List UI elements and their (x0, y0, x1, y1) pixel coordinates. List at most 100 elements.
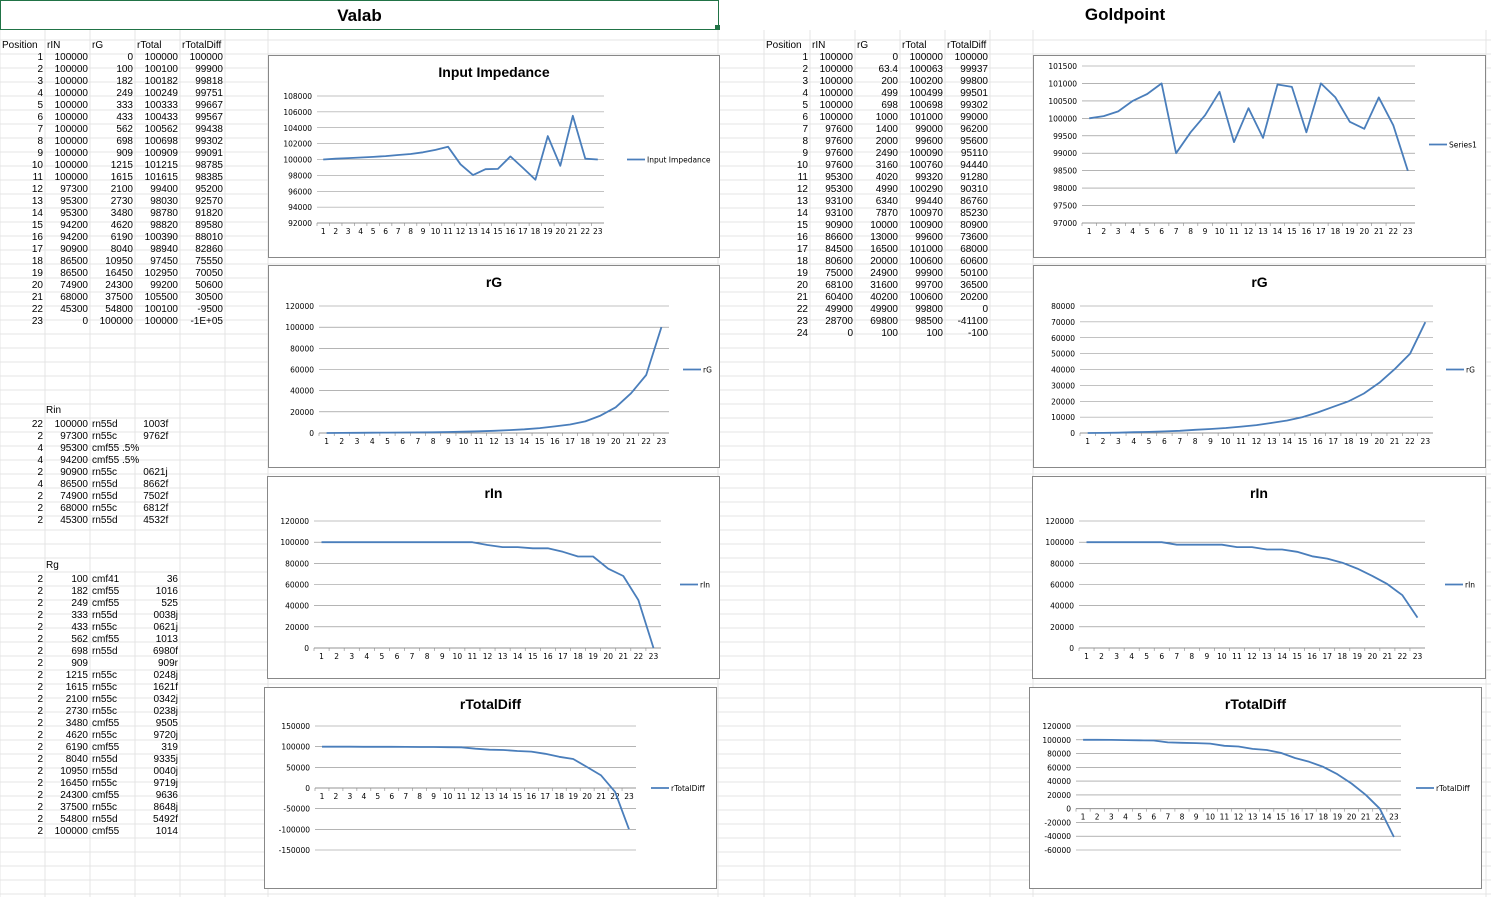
table-cell[interactable]: 8 (37, 136, 43, 147)
table-cell[interactable]: 100000 (819, 112, 853, 123)
table-cell[interactable]: 45300 (60, 515, 88, 526)
table-cell[interactable]: 95600 (960, 136, 988, 147)
table-cell[interactable]: 433 (71, 622, 88, 633)
table-cell[interactable]: 9505 (155, 718, 178, 729)
chart-valab-rin[interactable]: rIn 0 20000 40000 60000 80000 100000 120000 1 2 3 4… (267, 476, 720, 679)
table-cell[interactable]: 86760 (960, 196, 988, 207)
table-cell[interactable]: 100000 (909, 52, 943, 63)
chart-goldpoint-rg[interactable]: rG 0 10000 20000 30000 40000 50000 60000 70000 80… (1033, 265, 1486, 468)
table-cell[interactable]: 100333 (144, 100, 178, 111)
table-cell[interactable]: 10950 (60, 766, 88, 777)
table-cell[interactable]: 100000 (54, 419, 88, 430)
table-cell[interactable]: 100760 (909, 160, 943, 171)
table-cell[interactable]: rn55c (92, 503, 118, 514)
table-cell[interactable]: 2490 (875, 148, 898, 159)
table-cell[interactable]: 499 (881, 88, 898, 99)
table-cell[interactable]: 85230 (960, 208, 988, 219)
table-cell[interactable]: 95300 (60, 208, 88, 219)
table-cell[interactable]: 100063 (909, 64, 943, 75)
table-cell[interactable]: 2 (37, 634, 43, 645)
table-cell[interactable]: 16 (796, 232, 808, 243)
table-cell[interactable]: 68000 (60, 503, 88, 514)
table-cell[interactable]: 86600 (825, 232, 853, 243)
table-cell[interactable]: cmf41 (92, 574, 120, 585)
table-cell[interactable]: 249 (116, 88, 133, 99)
table-cell[interactable]: 2 (37, 586, 43, 597)
table-cell[interactable]: rn55c (92, 730, 118, 741)
table-cell[interactable]: 36 (166, 574, 178, 585)
table-cell[interactable]: 20200 (960, 292, 988, 303)
table-cell[interactable]: 0621j (153, 622, 178, 633)
table-cell[interactable]: 14 (796, 208, 808, 219)
table-cell[interactable]: 75000 (825, 268, 853, 279)
table-cell[interactable]: 4620 (65, 730, 88, 741)
table-cell[interactable]: 1013 (155, 634, 178, 645)
table-cell[interactable]: 99818 (195, 76, 223, 87)
table-cell[interactable]: 96200 (960, 124, 988, 135)
table-cell[interactable]: 2 (37, 814, 43, 825)
table-cell[interactable]: 19 (796, 268, 808, 279)
table-cell[interactable]: cmf55 (92, 598, 120, 609)
table-cell[interactable]: cmf55 .5% (92, 455, 140, 466)
table-cell[interactable]: 13 (31, 196, 43, 207)
table-cell[interactable]: 2 (37, 503, 43, 514)
table-cell[interactable]: 17 (796, 244, 808, 255)
table-cell[interactable]: 433 (116, 112, 133, 123)
table-cell[interactable]: 525 (161, 598, 178, 609)
table-cell[interactable]: 97600 (825, 124, 853, 135)
table-cell[interactable]: 15 (31, 220, 43, 231)
table-cell[interactable]: 94440 (960, 160, 988, 171)
table-cell[interactable]: 22 (31, 304, 43, 315)
table-cell[interactable]: rn55c (92, 694, 118, 705)
table-cell[interactable]: 99800 (960, 76, 988, 87)
table-cell[interactable]: 23 (31, 316, 43, 327)
table-cell[interactable]: 2 (37, 610, 43, 621)
table-cell[interactable]: 100 (71, 574, 88, 585)
table-cell[interactable]: rn55d (92, 766, 118, 777)
table-cell[interactable]: 102950 (144, 268, 178, 279)
table-cell[interactable]: 7870 (875, 208, 898, 219)
table-cell[interactable]: 97450 (150, 256, 178, 267)
table-cell[interactable]: 1014 (155, 826, 178, 837)
table-cell[interactable]: cmf55 (92, 718, 120, 729)
table-cell[interactable]: 98785 (195, 160, 223, 171)
table-cell[interactable]: 1215 (110, 160, 133, 171)
table-cell[interactable]: 88010 (195, 232, 223, 243)
sheet-title-valab[interactable]: Valab (0, 0, 719, 30)
table-cell[interactable]: 101000 (909, 244, 943, 255)
table-cell[interactable]: 54800 (105, 304, 133, 315)
chart-goldpoint-rin[interactable]: rIn 0 20000 40000 60000 80000 100000 120000 1 2 3 4… (1032, 476, 1486, 679)
table-cell[interactable]: 99937 (960, 64, 988, 75)
table-cell[interactable]: 3 (37, 76, 43, 87)
table-cell[interactable]: 98500 (915, 316, 943, 327)
table-cell[interactable]: 9762f (143, 431, 169, 442)
table-cell[interactable]: 10 (31, 160, 43, 171)
table-cell[interactable]: 4620 (110, 220, 133, 231)
table-cell[interactable]: 8662f (143, 479, 169, 490)
column-header[interactable]: Position (766, 40, 802, 51)
table-cell[interactable]: 50600 (195, 280, 223, 291)
table-cell[interactable]: 2 (37, 646, 43, 657)
table-cell[interactable]: 2 (37, 574, 43, 585)
table-cell[interactable]: 4020 (875, 172, 898, 183)
table-cell[interactable]: 24300 (105, 280, 133, 291)
table-cell[interactable]: 2 (37, 802, 43, 813)
table-cell[interactable]: 105500 (144, 292, 178, 303)
table-cell[interactable]: 0 (82, 316, 88, 327)
table-cell[interactable]: 0238j (153, 706, 178, 717)
table-cell[interactable]: 91280 (960, 172, 988, 183)
table-cell[interactable]: 95200 (195, 184, 223, 195)
table-cell[interactable]: 99700 (915, 280, 943, 291)
table-cell[interactable]: 36500 (960, 280, 988, 291)
table-cell[interactable]: 6190 (110, 232, 133, 243)
table-cell[interactable]: 100249 (144, 88, 178, 99)
table-cell[interactable]: rn55d (92, 646, 118, 657)
table-cell[interactable]: 100000 (54, 160, 88, 171)
table-cell[interactable]: 0248j (153, 670, 178, 681)
table-cell[interactable]: 40200 (870, 292, 898, 303)
table-cell[interactable]: 18 (31, 256, 43, 267)
table-cell[interactable]: 100 (881, 328, 898, 339)
table-cell[interactable]: 2 (37, 491, 43, 502)
table-cell[interactable]: 93100 (825, 208, 853, 219)
table-cell[interactable]: 6812f (143, 503, 169, 514)
